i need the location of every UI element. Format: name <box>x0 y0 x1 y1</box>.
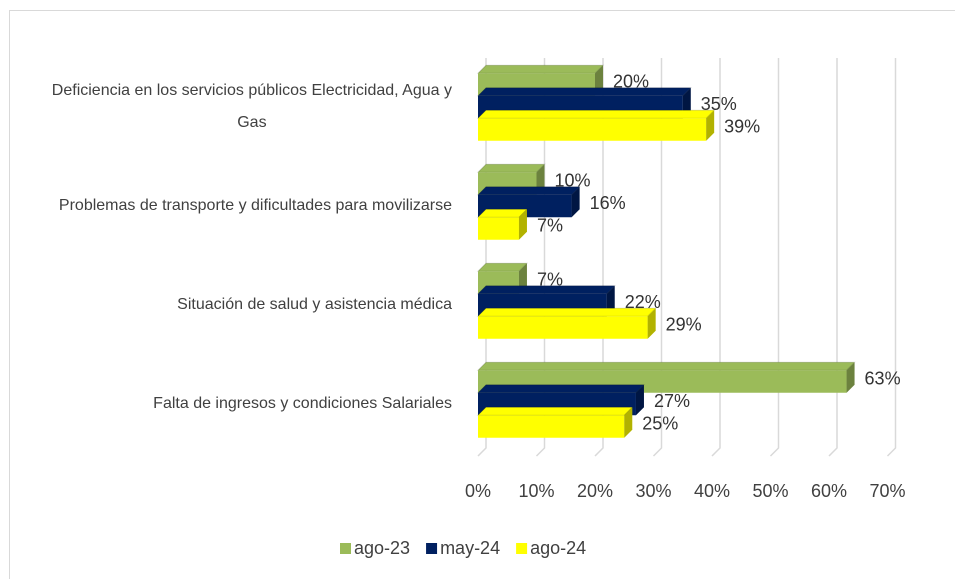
value-label: 27% <box>654 391 690 411</box>
chart-border <box>9 10 955 579</box>
value-label: 22% <box>625 292 661 312</box>
bar-side-shade <box>624 407 633 438</box>
bar-side <box>635 384 644 416</box>
bar-side <box>518 209 527 240</box>
bar-side-shade <box>647 308 656 339</box>
x-tick-label: 30% <box>635 481 671 501</box>
grid-line <box>652 58 663 457</box>
value-label: 7% <box>537 269 563 289</box>
category-label: Situación de salud y asistencia médica <box>177 296 452 313</box>
x-tick-label: 70% <box>869 481 905 501</box>
bar-top <box>476 208 529 218</box>
bar <box>478 415 625 438</box>
bar-top <box>476 384 646 394</box>
bar-top <box>476 262 529 272</box>
legend-swatch <box>340 543 351 554</box>
value-label: 16% <box>590 193 626 213</box>
bar-side-shade <box>518 209 527 240</box>
category-label: Falta de ingresos y condiciones Salarial… <box>153 395 452 412</box>
bar-top <box>476 406 634 416</box>
legend-label: may-24 <box>440 538 500 558</box>
x-tick-label: 20% <box>577 481 613 501</box>
bar-side <box>706 110 715 141</box>
bar-top <box>476 87 692 97</box>
bar-side <box>846 362 855 393</box>
value-label: 39% <box>724 116 760 136</box>
x-tick-label: 0% <box>465 481 491 501</box>
grid-line <box>886 58 897 457</box>
grid-line <box>594 58 604 457</box>
x-tick-label: 50% <box>752 481 788 501</box>
legend-label: ago-24 <box>530 538 586 558</box>
grid-line <box>828 58 838 457</box>
bar-side-shade <box>635 384 644 416</box>
legend-swatch <box>426 543 438 554</box>
grid-line <box>769 58 780 457</box>
bar-top <box>476 64 605 74</box>
x-tick-label: 40% <box>694 481 730 501</box>
value-label: 29% <box>666 314 702 334</box>
legend-label: ago-23 <box>354 538 410 558</box>
bar-side <box>624 407 633 438</box>
value-label: 25% <box>642 413 678 433</box>
bar-top <box>476 361 856 371</box>
bar-side <box>647 308 656 339</box>
bar-side-shade <box>706 110 715 141</box>
bars <box>476 64 856 438</box>
bar <box>478 316 648 339</box>
category-label: Problemas de transporte y dificultades p… <box>59 197 452 214</box>
bar-top <box>476 109 716 119</box>
category-label: Deficiencia en los servicios públicos El… <box>52 82 452 131</box>
bar-top <box>476 163 546 173</box>
value-label: 10% <box>555 170 591 190</box>
bar-side <box>571 186 580 218</box>
value-label: 63% <box>865 368 901 388</box>
legend-swatch <box>516 543 528 554</box>
x-tick-label: 10% <box>518 481 554 501</box>
bar-side-shade <box>571 186 580 218</box>
value-label: 35% <box>701 94 737 114</box>
bar-side-shade <box>846 362 855 393</box>
bar <box>478 118 707 141</box>
grid-line <box>711 58 721 457</box>
bar <box>478 217 519 240</box>
value-label: 7% <box>537 215 563 235</box>
x-tick-label: 60% <box>811 481 847 501</box>
value-label: 20% <box>613 71 649 91</box>
